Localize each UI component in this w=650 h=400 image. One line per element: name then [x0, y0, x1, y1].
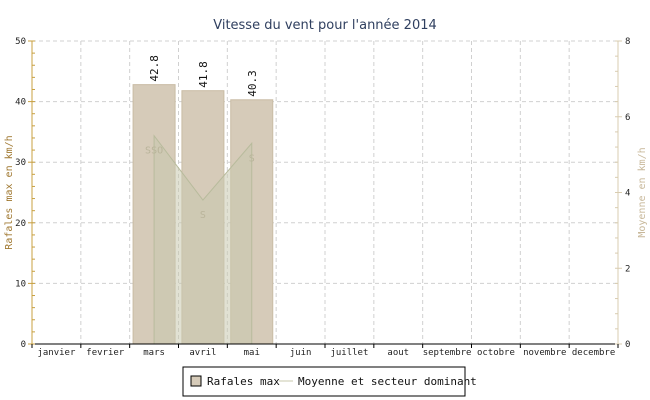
y-left-tick-label: 10 [15, 279, 26, 289]
x-tick-label-avril: avril [189, 348, 216, 358]
y-axis-right-label: Moyenne en km/h [637, 147, 648, 237]
x-tick-label-novembre: novembre [523, 348, 566, 358]
x-tick-label-juillet: juillet [330, 348, 368, 358]
x-tick-label-juin: juin [290, 348, 312, 358]
legend-box [182, 366, 466, 397]
legend-label-area: Moyenne et secteur dominant [298, 375, 477, 388]
x-tick-label-mars: mars [143, 348, 165, 358]
sector-label: SSO [145, 146, 163, 157]
y-right-tick-label: 6 [625, 113, 630, 123]
y-axis-left-label: Rafales max en km/h [4, 135, 15, 249]
bar-value-label: 40.3 [246, 70, 259, 97]
y-right-tick-label: 0 [625, 340, 630, 350]
legend-label-bar: Rafales max [207, 375, 280, 388]
sector-label: S [249, 153, 255, 164]
y-left-tick-label: 50 [15, 37, 26, 47]
y-right-tick-label: 8 [625, 37, 630, 47]
x-tick-label-fevrier: fevrier [86, 348, 125, 358]
y-left-tick-label: 20 [15, 219, 26, 229]
bar-value-label: 41.8 [197, 61, 210, 88]
y-right-tick-label: 2 [625, 264, 630, 274]
y-right-tick-label: 4 [625, 189, 630, 199]
x-tick-label-aout: aout [387, 348, 409, 358]
bar-value-label: 42.8 [148, 55, 161, 82]
axes: 0 10 20 30 40 50 0 2 4 6 8 janvier fevrier mars avril m… [15, 37, 630, 358]
x-tick-label-octobre: octobre [477, 348, 515, 358]
x-tick-label-septembre: septembre [423, 348, 472, 358]
y-left-tick-label: 40 [15, 98, 26, 108]
y-left-tick-label: 30 [15, 158, 26, 168]
area-series: SSO S S [145, 134, 255, 345]
chart-title: Vitesse du vent pour l'année 2014 [213, 18, 437, 33]
x-tick-label-decembre: decembre [572, 348, 615, 358]
legend-swatch-bar [190, 375, 202, 387]
sector-label: S [200, 210, 206, 221]
x-tick-label-janvier: janvier [37, 348, 76, 358]
grid [32, 40, 618, 345]
legend: Rafales max Moyenne et secteur dominant [182, 366, 477, 397]
y-left-tick-label: 0 [21, 340, 26, 350]
x-tick-label-mai: mai [244, 348, 260, 358]
